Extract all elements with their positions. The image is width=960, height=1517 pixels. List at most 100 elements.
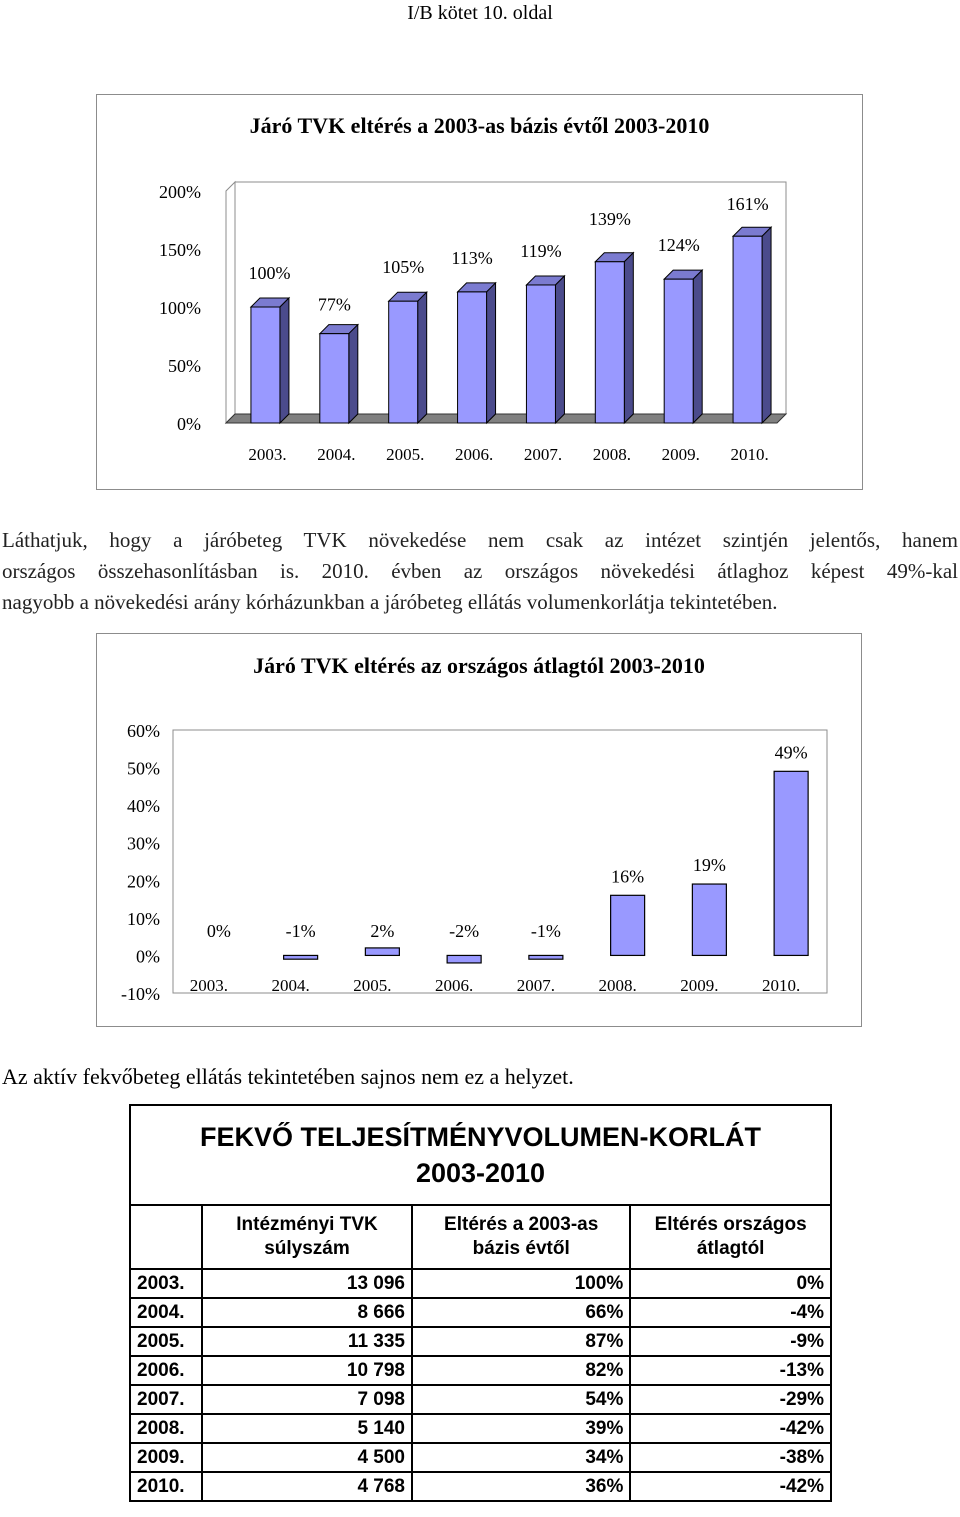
table-header-empty [129,1204,203,1270]
table-header-cell: Eltérés országos átlagtól [629,1204,832,1270]
y-tick-label: 60% [127,721,160,741]
x-tick-label: 2010. [730,445,768,464]
bar [250,306,281,424]
table-cell: 5 140 [201,1413,413,1444]
table-title-line1: FEKVŐ TELJESÍTMÉNYVOLUMEN-KORLÁT [199,1122,761,1152]
chart-title: Járó TVK eltérés az országos átlagtól 20… [253,653,705,678]
table-header-cell: Eltérés a 2003-as bázis évtől [410,1204,632,1270]
bar [528,954,564,960]
table-row: 2006. 10 798 82% -13% [129,1355,832,1386]
row-year: 2004. [129,1297,203,1328]
data-label: 139% [589,209,631,229]
x-tick-label: 2005. [386,445,424,464]
paragraph-line: Láthatjuk, hogy a járóbeteg TVK növekedé… [2,528,958,552]
y-tick-label: 0% [136,946,160,966]
bar [319,333,350,424]
table-cell: -13% [629,1355,832,1386]
y-tick-label: 0% [177,414,201,434]
x-tick-label: 2005. [353,976,391,995]
data-label: 161% [727,194,769,214]
y-tick-label: -10% [121,984,160,1004]
bar [773,770,809,957]
bar-side [417,290,428,425]
x-tick-label: 2010. [762,976,800,995]
y-tick-label: 10% [127,909,160,929]
x-tick-label: 2007. [517,976,555,995]
bar-side [623,251,634,425]
table-header-cell: Intézményi TVK súlyszám [201,1204,413,1270]
plot-floor [224,413,788,424]
bar [388,300,419,424]
table-cell: 0% [629,1268,832,1299]
data-label: -2% [449,921,479,941]
data-label: 19% [693,855,726,875]
bar [610,894,646,957]
table-cell: 10 798 [201,1355,413,1386]
table-cell: -42% [629,1471,832,1502]
row-year: 2010. [129,1471,203,1502]
x-tick-label: 2006. [435,976,473,995]
table-cell: 66% [410,1297,632,1328]
bar [594,261,625,424]
bar [732,235,763,424]
chart-base-year-plot: 0% 50% 100% 150% 200% 100% 2003. 77% 2004. 105% 20… [159,180,788,464]
table-cell: 39% [410,1413,632,1444]
data-label: 16% [611,866,644,886]
y-tick-label: 50% [127,759,160,779]
bar-side [348,323,359,425]
y-tick-label: 50% [168,356,201,376]
y-tick-label: 100% [159,298,201,318]
table-cell: 11 335 [201,1326,413,1357]
bar-side [761,226,772,425]
table-cell: 8 666 [201,1297,413,1328]
table-title: FEKVŐ TELJESÍTMÉNYVOLUMEN-KORLÁT 2003-20… [129,1104,832,1206]
table-cell: 100% [410,1268,632,1299]
chart-base-year: Járó TVK eltérés a 2003-as bázis évtől 2… [96,94,863,490]
data-label: 105% [382,257,424,277]
bar-side [692,268,703,425]
table-cell: 4 500 [201,1442,413,1473]
paragraph-line: országos összehasonlításban is. 2010. év… [2,559,958,583]
table-cell: 82% [410,1355,632,1386]
table-header-row: Intézményi TVK súlyszám Eltérés a 2003-a… [129,1204,832,1270]
data-label: 0% [207,921,231,941]
y-tick-label: 200% [159,182,201,202]
table-cell: 13 096 [201,1268,413,1299]
table-row: 2009. 4 500 34% -38% [129,1442,832,1473]
table-cell: -29% [629,1384,832,1415]
table-title-line2: 2003-2010 [415,1158,546,1188]
bar-side [554,274,565,425]
table-cell: 87% [410,1326,632,1357]
x-tick-label: 2004. [272,976,310,995]
x-tick-label: 2007. [524,445,562,464]
data-label: 77% [318,295,351,315]
chart-national-average-plot: -10% 0% 10% 20% 30% 40% 50% 60% 0% 2003. -1% 2004. 2… [121,721,828,1004]
page-header: I/B kötet 10. oldal [407,2,553,24]
y-tick-label: 40% [127,796,160,816]
bar [691,883,727,957]
x-tick-label: 2004. [317,445,355,464]
inpatient-note: Az aktív fekvőbeteg ellátás tekintetében… [2,1064,574,1089]
y-tick-label: 20% [127,871,160,891]
bar [663,278,694,424]
data-label: 113% [451,248,492,268]
data-label: 100% [248,263,290,283]
x-tick-label: 2009. [680,976,718,995]
x-tick-label: 2009. [662,445,700,464]
row-year: 2007. [129,1384,203,1415]
table-cell: 4 768 [201,1471,413,1502]
chart-national-average: Járó TVK eltérés az országos átlagtól 20… [96,633,862,1027]
row-year: 2003. [129,1268,203,1299]
table-row: 2010. 4 768 36% -42% [129,1471,832,1502]
paragraph-line: nagyobb a növekedési arány kórházunkban … [2,590,778,614]
row-year: 2009. [129,1442,203,1473]
plot-side-wall [225,180,236,425]
table-cell: -9% [629,1326,832,1357]
table-row: 2004. 8 666 66% -4% [129,1297,832,1328]
data-label: -1% [531,921,561,941]
table-cell: -4% [629,1297,832,1328]
chart-title: Járó TVK eltérés a 2003-as bázis évtől 2… [249,113,710,138]
bar-side [279,296,290,425]
table-cell: -38% [629,1442,832,1473]
row-year: 2005. [129,1326,203,1357]
